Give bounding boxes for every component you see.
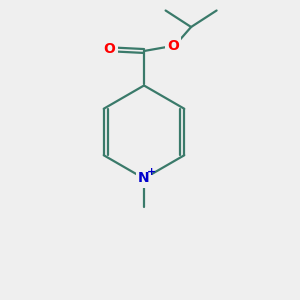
Text: O: O [103, 43, 116, 56]
Text: N: N [138, 172, 150, 185]
Text: +: + [147, 167, 156, 177]
Text: O: O [167, 40, 179, 53]
